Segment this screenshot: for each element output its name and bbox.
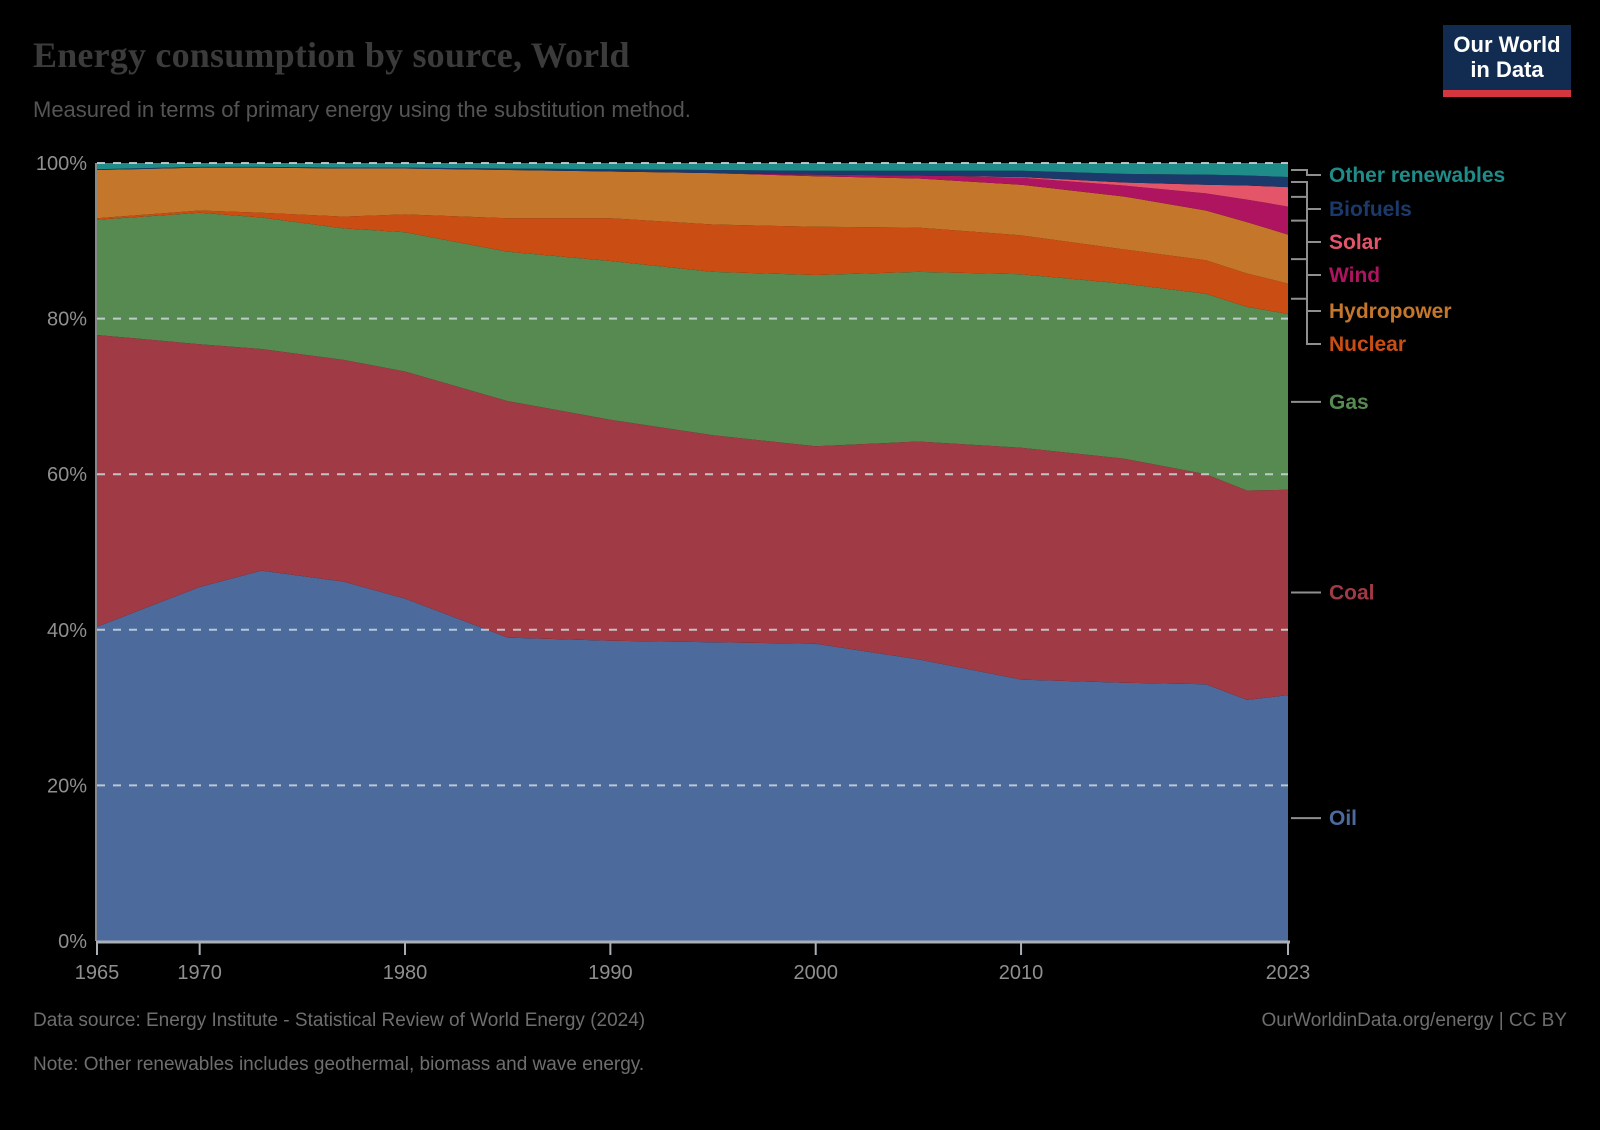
x-axis-tick-label: 1980	[383, 962, 428, 984]
owid-logo-text: Our World in Data	[1453, 31, 1561, 82]
owid-logo-line2: in Data	[1470, 56, 1544, 82]
x-axis-tick-label: 1970	[177, 962, 222, 984]
y-axis-tick-label: 0%	[58, 931, 87, 953]
area-other-renewables[interactable]	[97, 163, 1288, 178]
owid-logo[interactable]: Our World in Data	[1443, 25, 1571, 97]
area-nuclear[interactable]	[97, 210, 1288, 314]
area-coal[interactable]	[97, 334, 1288, 700]
legend-label-gas[interactable]: Gas	[1329, 391, 1369, 414]
legend-connector	[1291, 195, 1321, 243]
legend-label-coal[interactable]: Coal	[1329, 581, 1375, 604]
area-hydropower[interactable]	[97, 167, 1288, 284]
legend-connector	[1291, 219, 1321, 276]
legend-label-nuclear[interactable]: Nuclear	[1329, 333, 1406, 356]
legend-connector	[1291, 169, 1321, 176]
attribution-text: OurWorldinData.org/energy | CC BY	[1261, 1010, 1567, 1031]
x-axis-tick-label: 2010	[999, 962, 1044, 984]
owid-logo-line1: Our World	[1453, 31, 1561, 57]
y-axis-tick-label: 80%	[47, 309, 87, 331]
y-axis-tick-label: 100%	[36, 153, 87, 175]
area-biofuels[interactable]	[97, 166, 1288, 188]
area-gas[interactable]	[97, 212, 1288, 491]
legend-label-hydropower[interactable]: Hydropower	[1329, 300, 1452, 323]
legend-label-biofuels[interactable]: Biofuels	[1329, 198, 1412, 221]
legend-label-oil[interactable]: Oil	[1329, 807, 1357, 830]
area-oil[interactable]	[97, 570, 1288, 941]
y-axis-tick-label: 60%	[47, 464, 87, 486]
legend-connector	[1291, 181, 1321, 210]
legend-label-solar[interactable]: Solar	[1329, 231, 1382, 254]
x-axis-tick-label: 1990	[588, 962, 633, 984]
x-axis-tick-label: 2023	[1266, 962, 1311, 984]
x-axis-tick-label: 2000	[793, 962, 838, 984]
legend-connector	[1291, 258, 1321, 312]
note-text: Note: Other renewables includes geotherm…	[33, 1054, 645, 1075]
y-axis-tick-label: 20%	[47, 775, 87, 797]
legend-label-wind[interactable]: Wind	[1329, 264, 1380, 287]
x-axis-tick-label: 1965	[75, 962, 120, 984]
legend-label-other-renewables[interactable]: Other renewables	[1329, 164, 1505, 187]
page-title: Energy consumption by source, World	[33, 35, 630, 75]
y-axis-tick-label: 40%	[47, 620, 87, 642]
chart-subtitle: Measured in terms of primary energy usin…	[33, 97, 691, 122]
data-source-text: Data source: Energy Institute - Statisti…	[33, 1010, 646, 1031]
legend-connector	[1291, 297, 1321, 345]
